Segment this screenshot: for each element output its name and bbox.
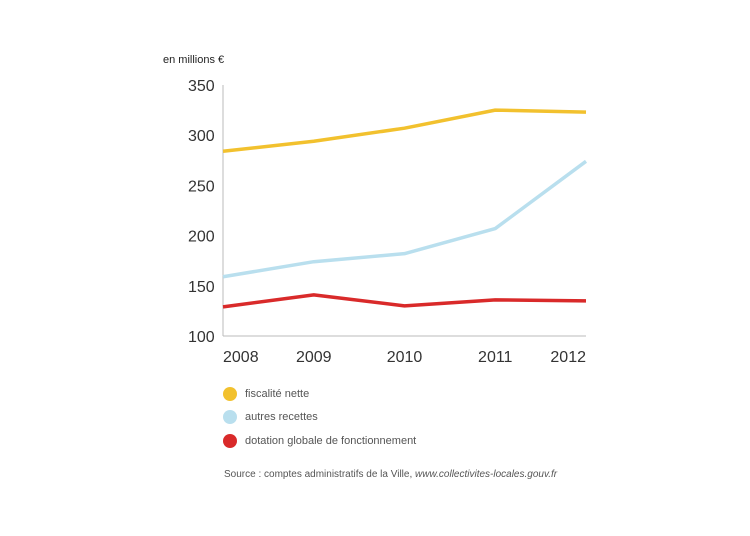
y-tick-label: 100 [188,329,215,346]
series-lines [222,108,588,309]
x-tick-label: 2009 [296,349,332,366]
y-tick-label: 250 [188,178,215,195]
x-tick-label: 2010 [387,349,423,366]
legend-item-fiscalite: fiscalité nette [223,382,416,406]
source-site: www.collectivites-locales.gouv.fr [415,469,558,480]
y-tick-label: 200 [188,229,215,246]
series-line-2 [222,293,587,309]
legend-dot-icon [223,386,237,401]
series-line-1 [222,159,588,279]
legend-label: dotation globale de fonctionnement [245,434,417,447]
legend-dot-icon [223,433,237,448]
legend-label: fiscalité nette [245,387,310,400]
x-tick-label: 2012 [550,349,586,366]
legend-dot-icon [223,410,237,425]
source-note: Source : comptes administratifs de la Vi… [224,469,557,480]
legend-item-dotation: dotation globale de fonctionnement [223,429,416,453]
source-prefix: Source : comptes administratifs de la Vi… [224,469,416,480]
x-tick-label: 2011 [478,349,513,366]
x-tick-label: 2008 [223,349,259,366]
unit-label: en millions € [163,54,224,66]
y-tick-label: 300 [188,128,215,145]
legend-label: autres recettes [245,411,318,424]
x-axis-ticks: 2008 2009 2010 2011 2012 [223,349,586,366]
y-tick-label: 150 [188,279,215,296]
legend-item-autres-recettes: autres recettes [223,406,416,430]
series-line-0 [222,108,587,154]
legend: fiscalité nette autres recettes dotation… [223,382,416,453]
y-tick-label: 350 [188,78,215,95]
y-axis-ticks: 100 150 200 250 300 350 [188,78,215,346]
